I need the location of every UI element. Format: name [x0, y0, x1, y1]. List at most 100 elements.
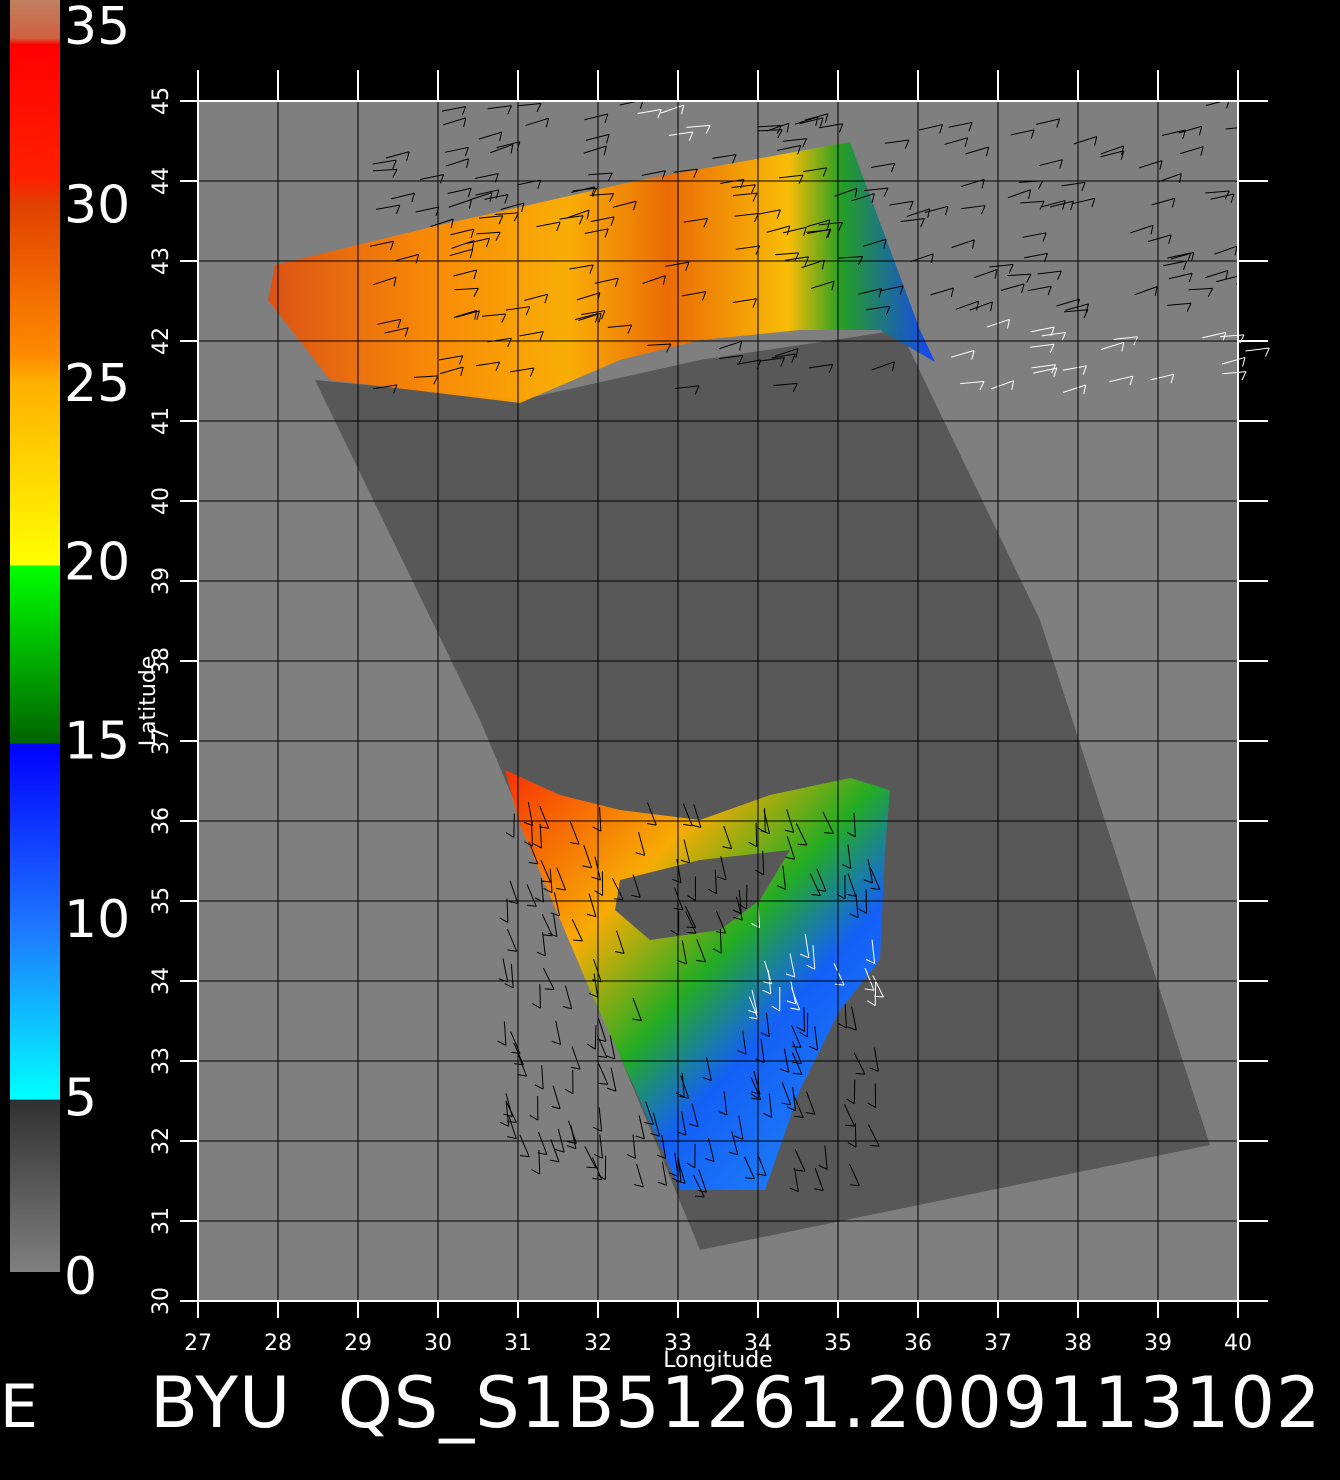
wind-barb: [562, 985, 573, 1010]
wind-barb: [858, 288, 883, 298]
wind-barb: [505, 813, 515, 838]
wind-barb: [806, 945, 816, 970]
wind-barb: [885, 139, 910, 149]
y-tick-label: 30: [149, 1287, 174, 1315]
wind-barb: [847, 1123, 857, 1148]
x-tick-label: 37: [984, 1331, 1012, 1356]
wind-barb: [449, 248, 474, 259]
x-tick-label: 28: [264, 1331, 292, 1356]
wind-barb: [1214, 245, 1238, 256]
wind-barb: [849, 893, 859, 919]
wind-barb: [507, 1115, 517, 1140]
wind-barb: [536, 932, 546, 957]
wind-barb: [1100, 150, 1125, 160]
wind-barb: [687, 876, 696, 901]
wind-barb: [644, 1101, 655, 1125]
wind-barb: [990, 380, 1015, 390]
wind-barb: [1167, 252, 1192, 262]
y-tick-label: 45: [149, 87, 174, 115]
y-tick-label: 40: [149, 487, 174, 515]
wind-barb: [686, 1143, 696, 1169]
wind-barb: [696, 939, 706, 963]
wind-barb: [718, 354, 744, 365]
x-tick-label: 38: [1064, 1331, 1092, 1356]
wind-barb: [373, 276, 397, 287]
wind-barb: [807, 228, 832, 239]
wind-barb: [508, 880, 519, 904]
wind-barb: [799, 1013, 809, 1038]
wind-barb: [675, 1072, 685, 1098]
land-swath: [315, 330, 1210, 1250]
wind-barb: [499, 898, 509, 923]
wind-barb: [732, 192, 758, 202]
wind-barb: [789, 1167, 799, 1192]
wind-barb: [738, 884, 748, 910]
wind-barb: [497, 1021, 507, 1046]
wind-barb: [1000, 283, 1025, 294]
wind-barb: [847, 1006, 857, 1031]
wind-barb: [533, 824, 543, 849]
wind-barb: [582, 844, 593, 869]
wind-barb: [1022, 232, 1047, 242]
wind-barb: [1100, 341, 1125, 352]
wind-barb: [631, 874, 641, 898]
wind-barb: [605, 1035, 616, 1060]
wind-barb: [581, 310, 606, 320]
wind-barb: [685, 911, 697, 934]
wind-barb: [799, 117, 824, 127]
wind-barb: [808, 363, 834, 374]
wind-barb: [614, 930, 625, 955]
wind-barb: [1010, 129, 1035, 139]
wind-barb: [534, 1065, 544, 1090]
wind-barb: [548, 912, 558, 938]
wind-barb: [732, 298, 757, 308]
wind-barb: [867, 981, 877, 1007]
wind-barbs: [370, 98, 1272, 1198]
wind-barb: [642, 275, 666, 285]
map-frame: [197, 100, 1239, 1302]
wind-barb: [504, 963, 514, 989]
wind-barb: [559, 215, 584, 225]
wind-barb: [864, 967, 875, 991]
wind-barb: [571, 186, 596, 196]
wind-barb: [712, 929, 722, 954]
wind-barb: [846, 1079, 856, 1105]
colorbar-label: 10: [64, 890, 130, 950]
wind-barb: [525, 117, 550, 128]
colorbar-label: 5: [64, 1068, 97, 1128]
wind-barb: [795, 823, 808, 846]
wind-barb: [564, 1069, 574, 1095]
wind-barb: [487, 105, 512, 115]
wind-barb: [794, 116, 819, 127]
wind-barb: [677, 940, 688, 965]
wind-barb: [1241, 286, 1266, 296]
wind-barb: [524, 293, 549, 304]
wind-barb: [800, 933, 810, 959]
wind-barb: [1037, 270, 1062, 280]
wind-barb: [879, 285, 904, 295]
wind-barb: [837, 1003, 847, 1029]
wind-barb: [777, 145, 802, 155]
wind-barb: [478, 215, 504, 225]
wind-barb: [447, 187, 472, 198]
wind-barb: [774, 252, 800, 262]
wind-barb: [771, 986, 781, 1012]
y-tick-label: 32: [149, 1127, 174, 1155]
footer-title: BYU QS_S1B51261.2009113102: [150, 1362, 1322, 1444]
wind-barb: [808, 1026, 819, 1051]
wind-barb: [372, 168, 398, 178]
wind-barb: [766, 225, 791, 236]
wind-barb: [864, 187, 889, 197]
wind-barb: [760, 1012, 770, 1038]
wind-barb: [376, 204, 401, 215]
wind-barb: [419, 174, 444, 184]
wind-barb: [1167, 302, 1192, 312]
wind-barb: [805, 1091, 816, 1115]
wind-barb: [867, 1124, 880, 1147]
wind-barb: [541, 913, 553, 937]
wind-barb: [961, 205, 986, 215]
wind-barb: [592, 807, 602, 832]
wind-barb: [677, 1111, 687, 1136]
wind-barb: [536, 221, 561, 232]
wind-barb: [779, 174, 804, 184]
